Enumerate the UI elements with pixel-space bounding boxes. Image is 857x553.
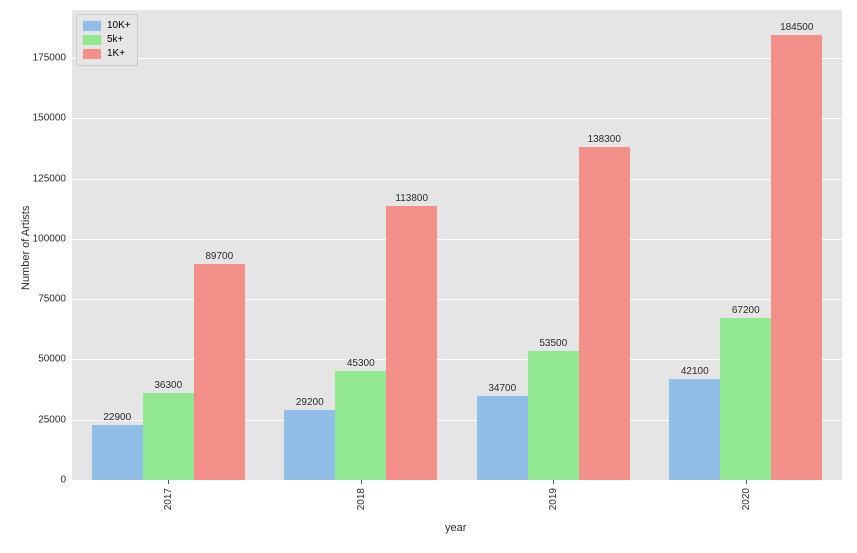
legend-swatch <box>83 35 101 45</box>
bar-value-label: 53500 <box>539 338 567 349</box>
x-tick-label: 2017 <box>163 488 174 510</box>
x-tick-mark <box>361 480 362 484</box>
y-tick-label: 175000 <box>33 53 66 64</box>
bar-value-label: 34700 <box>488 383 516 394</box>
gridline <box>72 239 842 240</box>
y-tick-label: 25000 <box>38 414 66 425</box>
bar <box>284 410 335 480</box>
x-tick-label: 2020 <box>741 488 752 510</box>
bar-value-label: 45300 <box>347 358 375 369</box>
y-tick-label: 50000 <box>38 354 66 365</box>
legend-item: 5k+ <box>83 33 131 47</box>
chart-container: 22900 36300 89700 29200 45300 113800 34700 5350… <box>0 0 857 553</box>
legend-item: 10K+ <box>83 19 131 33</box>
gridline <box>72 179 842 180</box>
gridline <box>72 58 842 59</box>
y-tick-label: 150000 <box>33 113 66 124</box>
bar <box>669 379 720 480</box>
legend-swatch <box>83 49 101 59</box>
x-axis-label: year <box>445 522 466 534</box>
bar-value-label: 89700 <box>205 251 233 262</box>
x-tick-mark <box>553 480 554 484</box>
bar-value-label: 29200 <box>296 397 324 408</box>
bar <box>143 393 194 480</box>
bar-value-label: 184500 <box>780 22 813 33</box>
bar <box>194 264 245 480</box>
legend: 10K+5k+1K+ <box>76 14 138 66</box>
bar <box>720 318 771 480</box>
bar-value-label: 113800 <box>395 193 428 204</box>
bar-value-label: 36300 <box>154 380 182 391</box>
bar-value-label: 67200 <box>732 305 760 316</box>
legend-label: 1K+ <box>107 47 125 61</box>
gridline <box>72 480 842 481</box>
y-axis-label: Number of Artists <box>20 206 32 290</box>
bar <box>477 396 528 480</box>
bar <box>528 351 579 480</box>
y-tick-label: 125000 <box>33 173 66 184</box>
plot-area: 22900 36300 89700 29200 45300 113800 34700 5350… <box>72 10 842 480</box>
bar <box>92 425 143 480</box>
gridline <box>72 299 842 300</box>
bar <box>335 371 386 480</box>
legend-item: 1K+ <box>83 47 131 61</box>
y-tick-label: 0 <box>60 475 66 486</box>
bar-value-label: 138300 <box>588 134 621 145</box>
legend-label: 5k+ <box>107 33 123 47</box>
x-tick-label: 2018 <box>356 488 367 510</box>
y-tick-label: 75000 <box>38 294 66 305</box>
bar <box>579 147 630 480</box>
legend-swatch <box>83 21 101 31</box>
bar-value-label: 22900 <box>103 412 131 423</box>
x-tick-label: 2019 <box>548 488 559 510</box>
x-tick-mark <box>168 480 169 484</box>
x-tick-mark <box>746 480 747 484</box>
bar <box>771 35 822 480</box>
bar-value-label: 42100 <box>681 366 709 377</box>
legend-label: 10K+ <box>107 19 131 33</box>
gridline <box>72 118 842 119</box>
y-tick-label: 100000 <box>33 233 66 244</box>
bar <box>386 206 437 480</box>
